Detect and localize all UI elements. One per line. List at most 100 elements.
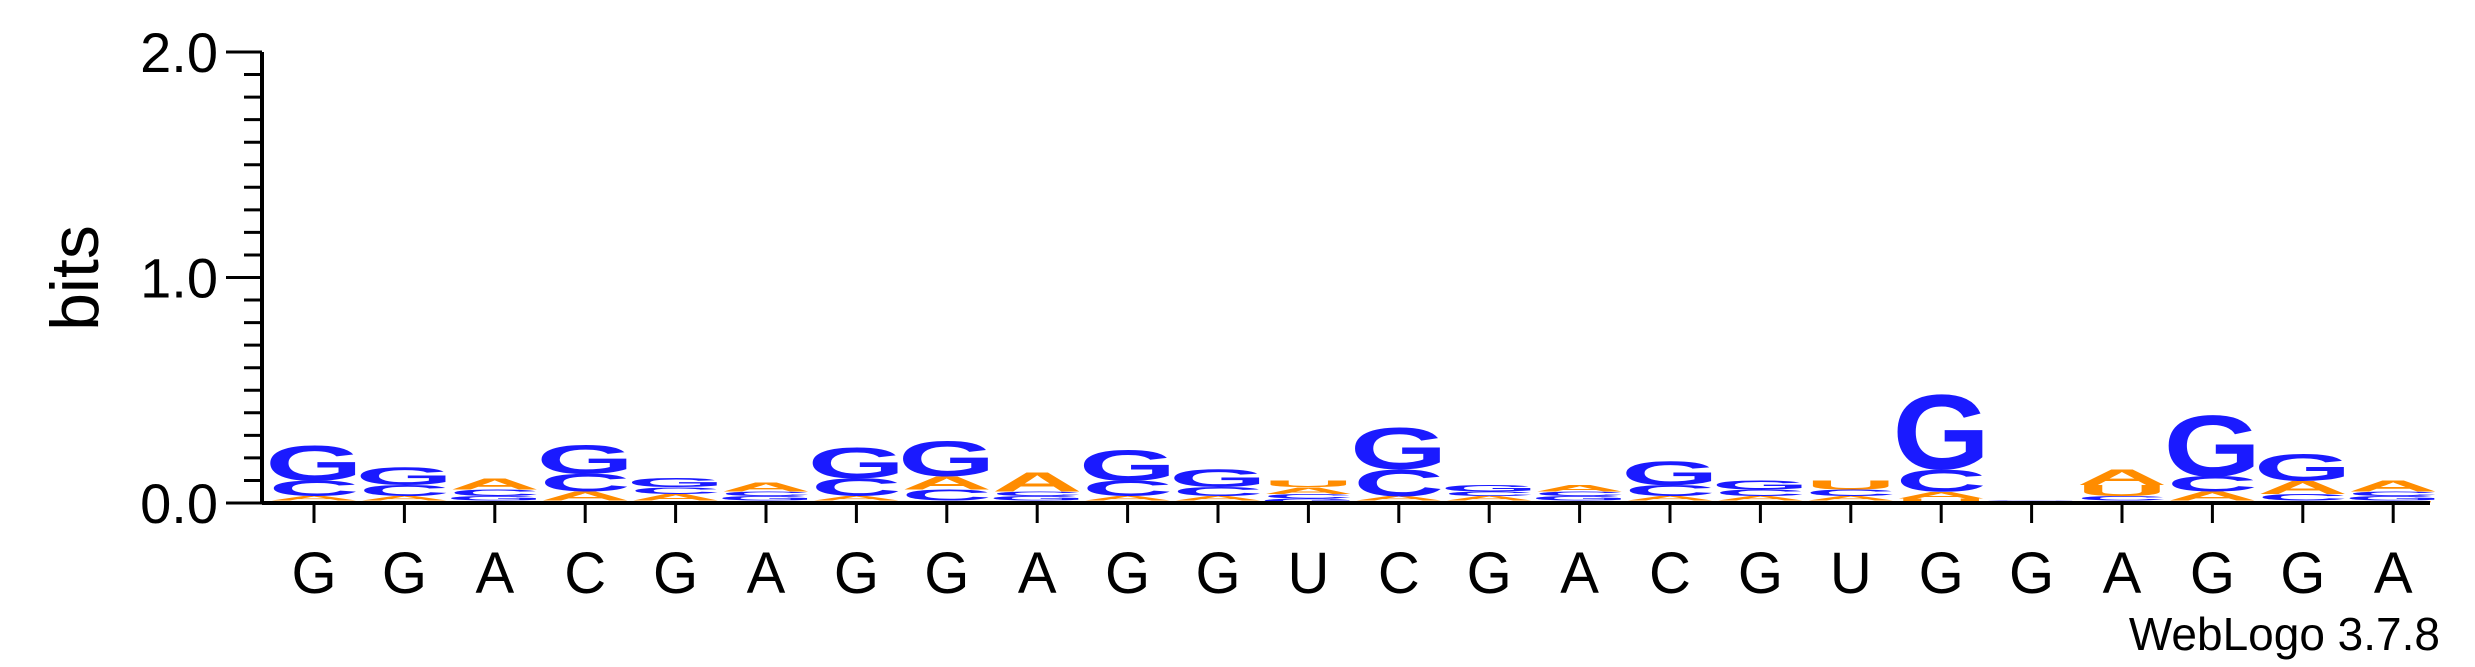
y-axis-label: bits [37,225,113,331]
y-tick-label: 0.0 [140,472,218,535]
logo-letter-g: G [988,495,1086,502]
x-tick-label: G [1467,541,1512,606]
logo-letter-c: C [1444,491,1535,498]
y-axis-ticks: 0.0 1.0 2.0 [140,21,262,535]
logo-letter-c: C [630,485,721,496]
x-tick-label: G [1105,541,1150,606]
y-tick-label: 1.0 [140,247,218,310]
logo-letter-c: C [1625,482,1716,499]
logo-letter-a: A [1896,490,1987,501]
logo-letter-g: G [1260,497,1358,504]
logo-letter-a: A [2077,465,2168,490]
logo-letter-a: A [2167,489,2258,503]
logo-letter-c: C [1173,485,1264,499]
logo-letter-g: G [1350,415,1448,482]
logo-letter-c: C [1353,462,1444,504]
logo-letter-g: G [2344,495,2442,502]
x-tick-label: G [382,541,427,606]
logo-letter-c: C [1805,488,1896,499]
x-tick-label: A [1560,541,1599,606]
logo-letter-a: A [1444,495,1535,502]
logo-letter-u: U [1805,478,1896,492]
logo-letter-u: U [1263,479,1354,490]
logo-letter-c: C [811,474,902,502]
logo-letter-g: G [536,437,634,483]
logo-letter-g: G [265,435,363,491]
logo-letter-c: C [2077,495,2168,502]
logo-letter-a: A [449,475,540,492]
x-tick-label: G [291,541,336,606]
logo-letter-c: C [901,487,992,504]
logo-letter-g: G [627,476,725,490]
y-tick-label: 2.0 [140,21,218,84]
logo-letter-c: C [1263,493,1354,500]
logo-letter-c: C [2348,491,2439,498]
logo-letter-a: A [992,467,1083,498]
x-tick-label: G [653,541,698,606]
weblogo-version-footer: WebLogo 3.7.8 [2129,608,2440,660]
logo-glyph-layer: UACGUACGUGCAUACGUACGUGCAUACGUCAGUGCAUACG… [265,373,2442,504]
logo-letter-g: G [1079,441,1177,490]
logo-letter-c: C [540,469,631,497]
x-tick-label: G [2190,541,2235,606]
logo-letter-g: G [1712,478,1810,492]
logo-letter-g: G [2164,397,2262,495]
x-tick-label: G [1919,541,1964,606]
logo-letter-c: C [992,491,1083,498]
x-tick-label: C [1649,541,1691,606]
logo-letter-g: G [808,439,906,488]
logo-letter-a: A [2348,478,2439,495]
logo-letter-a: A [1082,495,1173,502]
logo-letter-a: A [2257,477,2348,498]
logo-letter-a: A [1263,485,1354,496]
logo-letter-c: C [1896,464,1987,499]
x-tick-label: U [1830,541,1872,606]
logo-letter-a: A [1715,495,1806,502]
logo-letter-a: A [359,495,450,502]
logo-letter-a: A [1805,495,1896,502]
logo-letter-a: A [630,492,721,503]
logo-letter-c: C [2257,492,2348,503]
logo-letter-c: C [1534,491,1625,498]
logo-letter-a: A [1353,495,1444,502]
logo-letter-a: A [1534,483,1625,494]
x-tick-label: G [1738,541,1783,606]
x-tick-label: A [2103,541,2142,606]
logo-letter-g: G [1169,465,1267,493]
logo-letter-g: G [1983,500,2081,501]
logo-letter-c: C [359,482,450,499]
logo-letter-a: A [269,495,360,502]
x-tick-label: U [1287,541,1329,606]
logo-letter-g: G [898,431,996,487]
x-tick-label: C [1378,541,1420,606]
x-tick-label: G [1195,541,1240,606]
logo-letter-c: C [721,491,812,498]
logo-letter-a: A [1173,495,1264,502]
logo-letter-g: G [1440,483,1538,494]
logo-letter-a: A [721,480,812,494]
x-tick-label: G [834,541,879,606]
x-tick-label: A [1018,541,1057,606]
logo-letter-u: U [2077,482,2168,499]
logo-letter-u: U [1896,497,1987,504]
logo-letter-a: A [811,495,902,502]
x-tick-label: G [2280,541,2325,606]
x-tick-label: A [2374,541,2413,606]
logo-letter-c: C [1082,477,1173,502]
logo-letter-g: G [717,495,815,502]
logo-letter-c: C [449,488,540,499]
logo-letter-c: C [2167,472,2258,497]
x-tick-label: G [2009,541,2054,606]
x-tick-label: C [564,541,606,606]
logo-letter-g: G [1621,454,1719,492]
logo-letter-c: C [269,477,360,502]
logo-letter-g: G [2254,446,2352,488]
logo-letter-a: A [1625,495,1716,502]
logo-letter-g: G [446,495,544,502]
logo-letter-g: G [1892,373,1990,492]
logo-letter-c: C [1715,488,1806,499]
logo-letter-g: G [1531,495,1629,502]
logo-letter-a: A [901,473,992,494]
